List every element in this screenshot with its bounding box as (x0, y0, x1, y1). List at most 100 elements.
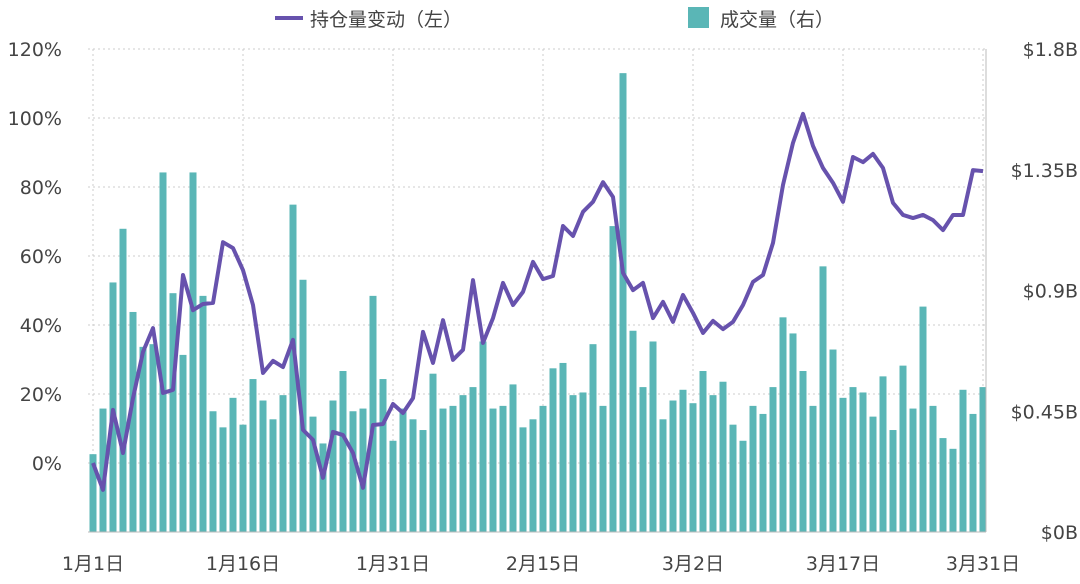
volume-bar (920, 307, 927, 532)
volume-bar (370, 296, 377, 532)
x-tick-label: 3月2日 (662, 553, 724, 575)
volume-bar (980, 387, 987, 532)
volume-bar (710, 395, 717, 532)
volume-bar (570, 395, 577, 532)
volume-bar (670, 401, 677, 532)
volume-bar (350, 411, 357, 532)
volume-bar (470, 387, 477, 532)
x-tick-label: 3月17日 (806, 553, 880, 575)
volume-bar (720, 382, 727, 532)
volume-bar (780, 317, 787, 532)
volume-bar (310, 417, 317, 532)
volume-bar (820, 266, 827, 532)
volume-bar (260, 401, 267, 532)
volume-bar (900, 366, 907, 532)
right-tick-label: $0.45B (1011, 401, 1078, 423)
volume-bar (220, 427, 227, 532)
volume-bar (180, 355, 187, 532)
volume-bar (160, 172, 167, 532)
volume-bar (440, 409, 447, 532)
volume-bar (790, 333, 797, 532)
volume-bar (390, 441, 397, 532)
volume-bar (120, 229, 127, 532)
legend: 持仓量变动（左） 成交量（右） (275, 7, 834, 31)
volume-bar (890, 430, 897, 532)
volume-bar (230, 398, 237, 532)
volume-bar (660, 419, 667, 532)
left-tick-label: 0% (32, 453, 62, 475)
volume-bar (330, 401, 337, 532)
right-tick-label: $0B (1041, 522, 1078, 544)
volume-bar (560, 363, 567, 532)
volume-bar (580, 392, 587, 532)
volume-bar (950, 449, 957, 532)
left-tick-label: 20% (20, 384, 62, 406)
x-tick-label: 3月31日 (946, 553, 1020, 575)
volume-bar (700, 371, 707, 532)
volume-bar (240, 425, 247, 532)
volume-bar (550, 368, 557, 532)
volume-bar (940, 438, 947, 532)
volume-bar (430, 374, 437, 532)
volume-bar (860, 392, 867, 532)
left-tick-label: 120% (8, 39, 62, 61)
legend-bar-swatch (688, 7, 709, 28)
volume-bar (610, 226, 617, 532)
volume-bar (850, 387, 857, 532)
volume-bar (510, 384, 517, 532)
volume-bar (540, 406, 547, 532)
volume-bar (490, 409, 497, 532)
volume-bar (870, 417, 877, 532)
volume-bar (830, 350, 837, 532)
volume-bar (460, 395, 467, 532)
volume-bar (250, 379, 257, 532)
volume-bar (770, 387, 777, 532)
volume-bar (970, 414, 977, 532)
volume-bar (680, 390, 687, 532)
volume-bar (650, 341, 657, 532)
volume-bar (280, 395, 287, 532)
volume-bar (500, 406, 507, 532)
volume-bar (690, 403, 697, 532)
volume-bar (400, 409, 407, 532)
x-tick-label: 1月16日 (206, 553, 280, 575)
volume-bar (200, 296, 207, 532)
volume-bar (450, 406, 457, 532)
volume-bar (730, 425, 737, 532)
volume-bar (170, 293, 177, 532)
volume-bar (340, 371, 347, 532)
volume-bar (760, 414, 767, 532)
volume-bar (420, 430, 427, 532)
left-tick-label: 40% (20, 315, 62, 337)
volume-bar (880, 376, 887, 532)
volume-bar (320, 443, 327, 532)
volume-bar (640, 387, 647, 532)
left-tick-label: 100% (8, 108, 62, 130)
volume-bar (590, 344, 597, 532)
volume-bar (150, 344, 157, 532)
volume-bar (410, 419, 417, 532)
x-tick-label: 1月1日 (62, 553, 124, 575)
volume-bar (620, 73, 627, 532)
volume-bar (530, 419, 537, 532)
volume-bar (960, 390, 967, 532)
volume-bar (480, 341, 487, 532)
left-tick-label: 80% (20, 177, 62, 199)
right-tick-label: $1.8B (1023, 39, 1078, 61)
volume-bar (190, 172, 197, 532)
volume-bar (520, 427, 527, 532)
volume-bar (630, 331, 637, 532)
volume-bar (740, 441, 747, 532)
volume-bar (800, 371, 807, 532)
right-tick-label: $1.35B (1011, 160, 1078, 182)
volume-bar (110, 282, 117, 532)
volume-bar (930, 406, 937, 532)
x-tick-label: 1月31日 (356, 553, 430, 575)
volume-bar (380, 379, 387, 532)
right-tick-label: $0.9B (1023, 281, 1078, 303)
volume-bar (140, 347, 147, 532)
volume-bar (600, 406, 607, 532)
volume-bar (270, 419, 277, 532)
legend-bar-label: 成交量（右） (720, 9, 834, 31)
